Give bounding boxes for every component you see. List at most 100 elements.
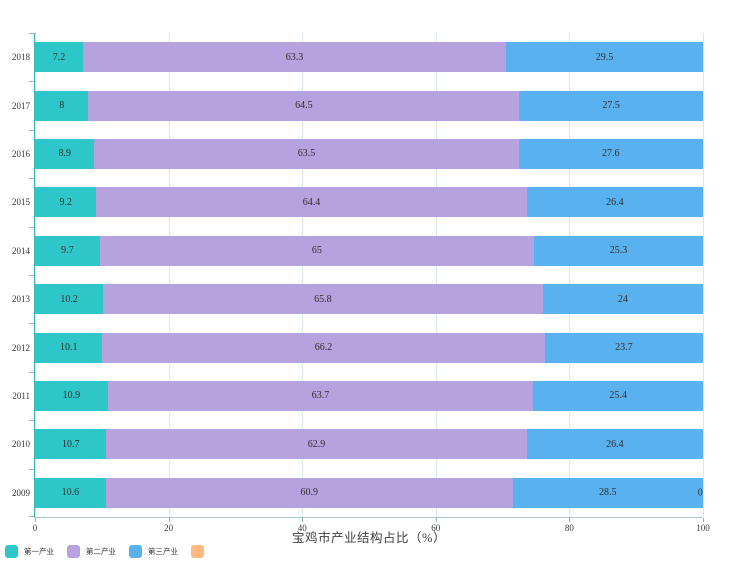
- gridline: [35, 33, 36, 517]
- bar-segment[interactable]: 23.7: [544, 332, 703, 363]
- legend-item[interactable]: 第一产业: [5, 545, 54, 558]
- gridline: [435, 33, 437, 517]
- category-label: 2016: [12, 148, 30, 159]
- bar-segment[interactable]: 63.3: [83, 42, 506, 73]
- y-axis-tick: [29, 420, 34, 422]
- bar-segment[interactable]: 25.3: [533, 235, 703, 266]
- bar-segment[interactable]: 27.5: [519, 90, 703, 121]
- category-label: 2017: [12, 100, 30, 111]
- bar-segment[interactable]: 26.4: [526, 429, 703, 460]
- bar-row: 2013 10.2 65.8 24: [12, 275, 703, 323]
- bar-segment[interactable]: 63.5: [94, 138, 519, 169]
- value-label: 26.4: [606, 196, 624, 208]
- bar-segment[interactable]: 10.7: [35, 429, 107, 460]
- bar-row: 2011 10.9 63.7 25.4: [12, 372, 703, 420]
- bar-segment[interactable]: 66.2: [102, 332, 545, 363]
- x-axis-line: [34, 517, 703, 518]
- value-label: 24: [617, 293, 628, 305]
- legend-label: 第三产业: [148, 547, 178, 556]
- stacked-bar: 9.7 65 25.3: [35, 235, 703, 266]
- value-label: 60.9: [300, 487, 318, 499]
- legend-swatch: [191, 545, 204, 558]
- x-axis-tick: [435, 518, 437, 522]
- y-axis-tick: [29, 33, 34, 34]
- bar-segment[interactable]: 25.4: [533, 380, 703, 411]
- bar-segment[interactable]: 26.4: [526, 187, 703, 218]
- bar-segment[interactable]: 10.9: [35, 380, 108, 411]
- value-label: 8: [59, 100, 65, 112]
- value-label: 10.7: [61, 438, 80, 450]
- legend-swatch: [129, 545, 142, 558]
- bar-segment[interactable]: 27.6: [518, 138, 703, 169]
- x-axis-tick: [168, 518, 170, 522]
- bar-segment[interactable]: 9.2: [35, 187, 97, 218]
- category-label: 2009: [12, 487, 30, 498]
- legend-swatch: [67, 545, 80, 558]
- value-label: 64.4: [302, 196, 321, 208]
- y-axis-tick: [29, 81, 34, 83]
- value-label: 23.7: [615, 342, 633, 354]
- bar-row: 2016 8.9 63.5 27.6: [12, 130, 703, 178]
- category-label: 2018: [12, 52, 30, 63]
- gridline: [302, 33, 304, 517]
- value-label: 27.6: [602, 148, 620, 160]
- category-label: 2013: [12, 294, 30, 305]
- x-tick-label: 20: [164, 523, 174, 533]
- bar-segment[interactable]: 10.1: [35, 332, 103, 363]
- legend-item[interactable]: 第三产业: [129, 545, 178, 558]
- bar-segment[interactable]: 28.5: [512, 477, 703, 508]
- legend: 第一产业 第二产业 第三产业: [5, 545, 204, 558]
- bar-row: 2015 9.2 64.4 26.4: [12, 178, 703, 226]
- x-tick-label: 80: [564, 523, 574, 533]
- bar-segment[interactable]: 65.8: [103, 284, 543, 315]
- stacked-bar: 10.6 60.9 28.5 0: [35, 477, 703, 508]
- stacked-bar: 8.9 63.5 27.6: [35, 138, 703, 169]
- value-label: 9.7: [61, 245, 74, 257]
- value-label: 63.3: [285, 51, 304, 63]
- bar-segment[interactable]: 29.5: [505, 42, 703, 73]
- bar-segment[interactable]: 63.7: [107, 380, 534, 411]
- value-label: 65.8: [314, 293, 332, 305]
- stacked-bar: 9.2 64.4 26.4: [35, 187, 703, 218]
- value-label: 65: [311, 245, 322, 257]
- bar-segment[interactable]: 8: [35, 90, 89, 121]
- gridline: [703, 33, 704, 517]
- value-label: 27.5: [602, 100, 620, 112]
- legend-swatch: [5, 545, 18, 558]
- bar-segment[interactable]: 64.5: [88, 90, 520, 121]
- bar-rows: 2018 7.2 63.3 29.5 2017 8 64.5 27.5 2016 8.9 63.5 2…: [12, 33, 703, 517]
- y-axis-tick: [29, 323, 34, 325]
- legend-item[interactable]: [191, 545, 204, 558]
- legend-label: 第二产业: [86, 547, 116, 556]
- value-label: 0: [697, 487, 703, 499]
- x-tick-label: 0: [32, 523, 38, 533]
- bar-segment[interactable]: 7.2: [35, 42, 84, 73]
- value-label: 64.5: [295, 100, 313, 112]
- value-label: 62.9: [307, 438, 326, 450]
- bar-segment[interactable]: 62.9: [106, 429, 527, 460]
- legend-item[interactable]: 第二产业: [67, 545, 116, 558]
- value-label: 7.2: [52, 51, 66, 63]
- value-label: 26.4: [606, 438, 624, 450]
- bar-segment[interactable]: 24: [542, 284, 703, 315]
- x-axis-tick: [35, 518, 36, 522]
- value-label: 10.9: [62, 390, 81, 402]
- stacked-bar: 10.7 62.9 26.4: [35, 429, 703, 460]
- category-label: 2010: [12, 439, 30, 450]
- y-axis-tick: [29, 178, 34, 180]
- bar-segment[interactable]: 8.9: [35, 138, 95, 169]
- x-tick-label: 100: [696, 523, 710, 533]
- bar-segment[interactable]: 10.6: [35, 477, 106, 508]
- bar-segment[interactable]: 9.7: [35, 235, 100, 266]
- y-axis-tick: [29, 468, 34, 470]
- stacked-bar: 8 64.5 27.5: [35, 90, 703, 121]
- stacked-bar: 10.9 63.7 25.4: [35, 380, 703, 411]
- bar-segment[interactable]: 10.2: [35, 284, 104, 315]
- bar-row: 2014 9.7 65 25.3: [12, 227, 703, 275]
- plot-area: 2018 7.2 63.3 29.5 2017 8 64.5 27.5 2016 8.9 63.5 2…: [12, 33, 710, 533]
- bar-segment[interactable]: 65: [99, 235, 534, 266]
- bar-row: 2017 8 64.5 27.5: [12, 81, 703, 129]
- stacked-bar: 10.2 65.8 24: [35, 284, 703, 315]
- bar-segment[interactable]: 60.9: [105, 477, 513, 508]
- bar-segment[interactable]: 64.4: [96, 187, 527, 218]
